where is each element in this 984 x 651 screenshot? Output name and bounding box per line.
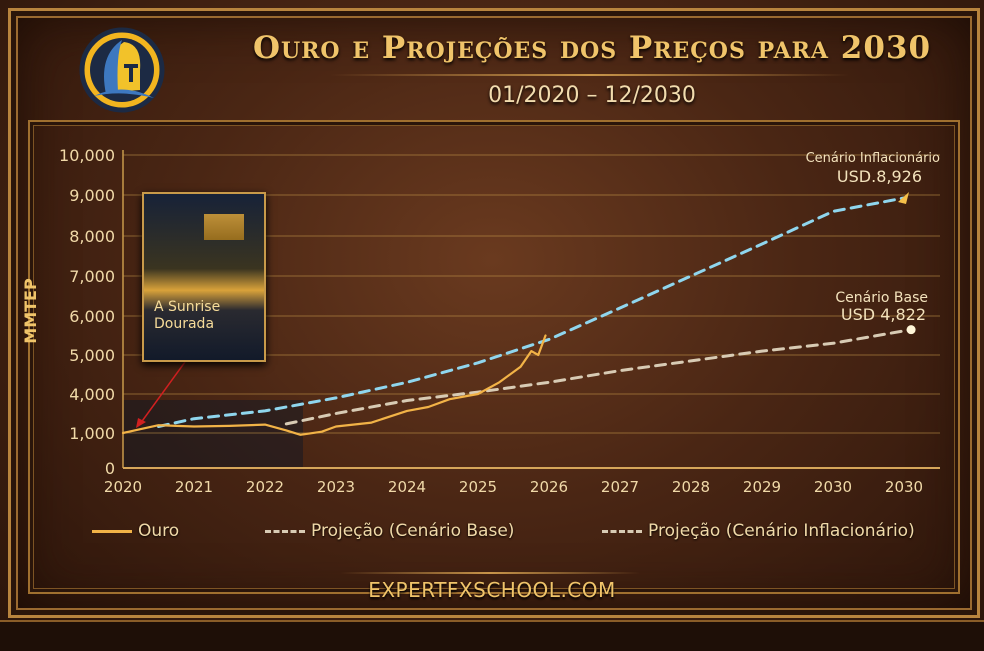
- legend-item-base: Projeção (Cenário Base): [265, 521, 514, 541]
- x-tick-label: 2025: [459, 478, 497, 496]
- x-tick-label: 2021: [175, 478, 213, 496]
- y-tick-label: 5,000: [69, 346, 115, 365]
- x-tick-label: 2026: [530, 478, 568, 496]
- series-line-base: [286, 330, 911, 424]
- x-tick-label: 2020: [104, 478, 142, 496]
- footer-divider: [340, 572, 640, 574]
- y-tick-label: 1,000: [69, 424, 115, 443]
- y-axis-label: MMTEP: [21, 278, 40, 344]
- y-tick-label: 10,000: [59, 146, 115, 165]
- x-tick-label: 2023: [317, 478, 355, 496]
- y-tick-label: 8,000: [69, 227, 115, 246]
- annotation-label: Cenário Inflacionário: [806, 151, 940, 166]
- x-tick-label: 2027: [601, 478, 639, 496]
- book-title-line2: Dourada: [154, 316, 220, 333]
- series-line-inflacionario: [159, 198, 905, 427]
- annotation-value: USD 4,822: [841, 305, 926, 324]
- x-tick-label: 2030: [885, 478, 923, 496]
- annotation-label: Cenário Base: [835, 290, 928, 306]
- y-tick-label: 4,000: [69, 385, 115, 404]
- legend-item-inflacionario: Projeção (Cenário Inflacionário): [602, 521, 915, 541]
- annotation-value: USD.8,926: [837, 167, 922, 186]
- book-title-line1: A Sunrise: [154, 299, 220, 316]
- legend-swatch: [92, 530, 132, 533]
- x-tick-label: 2030: [814, 478, 852, 496]
- y-tick-label: 6,000: [69, 307, 115, 326]
- x-tick-label: 2028: [672, 478, 710, 496]
- legend-label: Projeção (Cenário Base): [311, 521, 514, 541]
- x-tick-label: 2029: [743, 478, 781, 496]
- footer-website: EXPERTFXSCHOOL.COM: [0, 578, 984, 602]
- x-tick-label: 2022: [246, 478, 284, 496]
- legend-swatch: [265, 530, 305, 533]
- end-point-marker: [907, 325, 916, 334]
- arrow-end-icon: [898, 192, 909, 204]
- y-tick-label: 7,000: [69, 267, 115, 286]
- legend-swatch: [602, 530, 642, 533]
- y-tick-label: 9,000: [69, 186, 115, 205]
- legend-item-ouro: Ouro: [92, 521, 179, 541]
- legend-label: Ouro: [138, 521, 179, 541]
- book-badge: [204, 214, 244, 240]
- y-tick-label: 0: [105, 459, 115, 478]
- x-tick-label: 2024: [388, 478, 426, 496]
- legend-label: Projeção (Cenário Inflacionário): [648, 521, 915, 541]
